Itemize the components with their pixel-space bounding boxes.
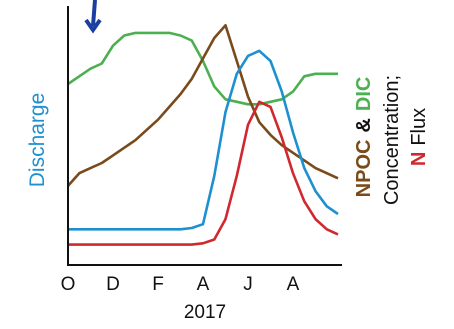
x-tick-label: F	[152, 274, 164, 295]
x-tick-label: O	[61, 274, 76, 295]
label-part: &	[353, 118, 375, 132]
right-label-line: Concentration;	[381, 75, 403, 205]
x-tick-label: J	[243, 274, 253, 295]
x-tick-label: D	[106, 274, 120, 295]
chart: Discharge NPOC&DIC Concentration; NFlux …	[0, 0, 454, 329]
label-part: NPOC	[353, 140, 375, 198]
y-axis-label: Discharge	[26, 93, 49, 188]
label-part: Flux	[408, 108, 430, 146]
label-part: DIC	[353, 77, 375, 111]
x-tick-label: A	[287, 274, 300, 295]
label-part: N	[408, 152, 430, 166]
right-label-line: N Flux	[408, 108, 430, 166]
x-tick-label: A	[197, 274, 210, 295]
page: Discharge NPOC&DIC Concentration; NFlux …	[0, 0, 454, 329]
x-axis-label: 2017	[184, 302, 226, 323]
